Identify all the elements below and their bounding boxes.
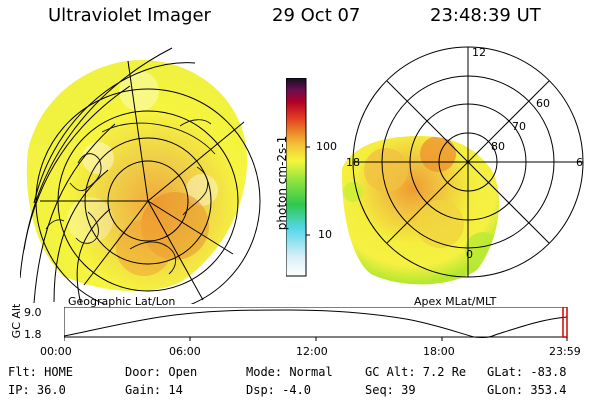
colorbar-gradient [286, 78, 306, 276]
coastline-2 [101, 122, 216, 155]
status-seq: Seq: 39 [365, 383, 416, 397]
geo-curve-4 [33, 123, 116, 304]
timeline-ytick-top: 9.0 [24, 306, 42, 319]
coastline-3 [182, 166, 209, 216]
geo-curve-3 [20, 85, 131, 279]
status-glat: GLat: -83.8 [487, 365, 567, 379]
timeline-xtick-0000: 00:00 [40, 345, 72, 358]
apex-diagonal-2 [386, 80, 550, 244]
date-label: 29 Oct 07 [272, 5, 361, 26]
coastline-7 [179, 119, 212, 127]
status-flt: Flt: HOME [8, 365, 74, 379]
geo-meridian-1 [147, 200, 204, 301]
mlt-label-18: 18 [346, 156, 360, 169]
app-title: Ultraviolet Imager [48, 5, 211, 26]
geo-meridian-4 [147, 200, 234, 255]
timeline-ytick-bottom: 1.8 [24, 328, 42, 341]
colorbar-frame [286, 78, 307, 277]
status-mode: Mode: Normal [246, 365, 333, 379]
lat-label-70: 70 [512, 120, 526, 133]
lat-label-80: 80 [491, 140, 505, 153]
timeline-altitude-curve [64, 309, 568, 339]
apex-polar-plot [341, 46, 584, 285]
status-gc-alt: GC Alt: 7.2 Re [365, 365, 467, 379]
left-panel-caption: Geographic Lat/Lon [68, 295, 176, 308]
timeline-xtick-0600: 06:00 [169, 345, 201, 358]
status-dsp: Dsp: -4.0 [246, 383, 312, 397]
coastline-6 [45, 219, 65, 230]
status-ip: IP: 36.0 [8, 383, 66, 397]
coastline-5 [75, 211, 99, 244]
colorbar-tick-label-10: 10 [318, 228, 332, 241]
geographic-image [20, 47, 261, 304]
timeline-current-marker [562, 307, 568, 338]
geo-meridian-2 [127, 60, 149, 202]
mlt-label-6: 6 [576, 156, 583, 169]
colorbar [286, 78, 310, 277]
timeline-ylabel: GC Alt [10, 303, 23, 339]
geo-meridian-3 [147, 121, 245, 202]
status-glon: GLon: 353.4 [487, 383, 567, 397]
timeline-plot [64, 307, 568, 341]
timeline-xtick-1800: 18:00 [423, 345, 455, 358]
right-panel-caption: Apex MLat/MLT [414, 295, 497, 308]
time-label: 23:48:39 UT [430, 5, 541, 26]
timeline-xtick-1200: 12:00 [296, 345, 328, 358]
status-gain: Gain: 14 [125, 383, 183, 397]
status-door: Door: Open [125, 365, 198, 379]
coastline-1 [69, 153, 102, 192]
coastline-4 [129, 241, 177, 275]
geographic-aurora-fill [26, 60, 248, 292]
geo-meridian-5 [83, 200, 149, 286]
timeline-xtick-2359: 23:59 [549, 345, 581, 358]
colorbar-tick-label-100: 100 [316, 140, 337, 153]
colorbar-label: photon cm-2s-1 [275, 135, 289, 231]
geo-curve-6 [76, 208, 111, 304]
mlt-label-12: 12 [472, 46, 486, 59]
timeline-frame [64, 307, 568, 338]
lat-label-60: 60 [536, 97, 550, 110]
geo-curve-1 [33, 62, 196, 204]
mlt-label-0: 0 [466, 248, 473, 261]
